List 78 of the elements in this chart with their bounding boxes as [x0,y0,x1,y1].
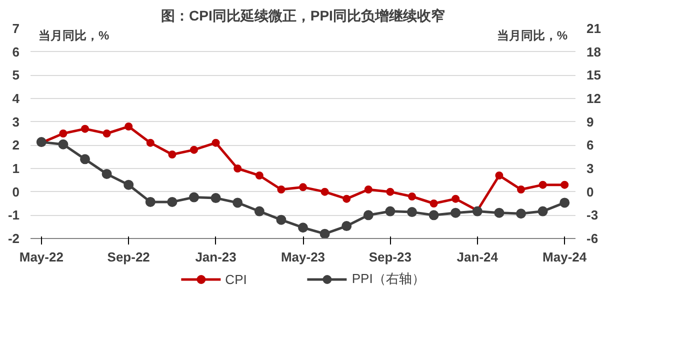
y2-tick-label: -3 [586,208,598,223]
point [102,130,111,138]
legend-label: CPI [225,272,247,286]
point [363,210,374,220]
point [342,221,352,232]
x-tick-label: Jan-23 [195,250,236,264]
point [59,130,68,138]
point [58,139,68,150]
y-tick-label: 3 [12,114,20,130]
x-tick-label: May-24 [542,250,588,264]
point [495,172,504,180]
point [452,194,460,203]
y2-tick-label: 3 [586,161,594,176]
point [494,208,504,218]
x-tick-label: Sep-23 [368,250,412,264]
y-tick-label: 1 [12,161,20,176]
y-tick-label: -1 [8,208,20,223]
point [276,214,286,225]
point [81,124,89,133]
y2-tick-label: 21 [586,21,601,36]
x-tick-label: Sep-22 [107,250,150,264]
point [167,196,178,207]
point [516,208,526,219]
y-tick-label: 0 [12,184,20,200]
point [124,122,133,130]
point [299,183,307,192]
point [408,192,416,200]
point [212,138,220,147]
y-tick-label: -2 [8,231,20,246]
x-tick-label: May-23 [280,250,326,264]
point [190,146,198,154]
point [124,180,134,190]
point [342,194,351,203]
y-tick-label: 7 [12,21,20,36]
point [386,188,394,196]
point [146,138,154,147]
legend-label: PPI（右轴） [352,270,425,288]
point [430,200,438,208]
y2-tick-label: 12 [586,91,601,106]
y-tick-label: 6 [12,44,20,60]
point [517,186,525,194]
y2-tick-label: 18 [586,44,601,60]
point [407,207,417,218]
y2-tick-label: -6 [586,231,598,246]
point [277,186,286,194]
point [450,208,461,218]
y-tick-label: 2 [12,138,20,153]
point [538,180,547,189]
point [189,192,199,202]
y-axis-title: 当月同比，% [38,28,110,42]
point [232,198,243,208]
y2-tick-label: 6 [586,138,594,153]
y-tick-label: 5 [12,68,20,83]
x-tick-label: May-22 [19,250,64,264]
point [385,206,396,216]
point [320,188,329,196]
point [560,180,569,189]
point [102,168,112,179]
point [210,193,221,204]
point [80,154,90,164]
point [428,210,439,220]
point [298,222,308,233]
x-tick-label: Jan-24 [456,250,499,264]
y-tick-label: 4 [12,91,20,106]
y2-axis-title: 当月同比，% [496,28,568,42]
point [145,196,156,207]
y2-tick-label: 15 [586,68,601,83]
point [255,172,264,180]
chart-title: 图：CPI同比延续微正，PPI同比负增继续收窄 [161,8,445,24]
point [364,186,372,194]
point [320,228,330,238]
point [560,198,570,208]
y2-tick-label: 9 [586,114,594,130]
y2-tick-label: 0 [586,184,594,200]
point [538,206,548,216]
point [168,150,176,158]
point [234,164,242,172]
point [254,206,264,216]
